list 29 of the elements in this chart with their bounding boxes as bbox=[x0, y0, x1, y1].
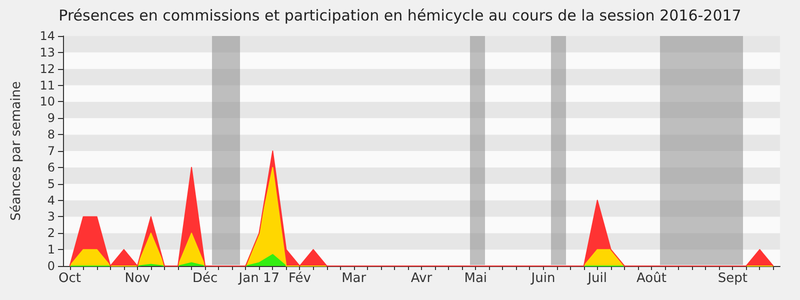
y-tick-label: 0 bbox=[47, 259, 55, 273]
y-axis-title: Séances par semaine bbox=[9, 81, 24, 221]
y-tick-label: 7 bbox=[47, 144, 55, 158]
y-tick-label: 1 bbox=[47, 242, 55, 257]
x-tick-label: Juil bbox=[586, 271, 608, 286]
y-tick-label: 3 bbox=[47, 210, 55, 224]
y-tick-label: 6 bbox=[47, 160, 55, 174]
x-tick-label: Jan 17 bbox=[238, 271, 280, 286]
x-tick-label: Août bbox=[636, 271, 666, 286]
y-tick-label: 13 bbox=[40, 45, 55, 60]
x-tick-label: Mai bbox=[464, 271, 488, 286]
y-tick-label: 12 bbox=[40, 62, 55, 76]
y-tick-label: 11 bbox=[40, 78, 55, 92]
y-tick-label: 4 bbox=[47, 193, 55, 208]
x-tick-label: Déc bbox=[192, 271, 218, 286]
y-tick-label: 10 bbox=[40, 94, 55, 109]
x-tick-label: Mar bbox=[342, 271, 367, 286]
x-tick-label: Avr bbox=[410, 271, 433, 286]
x-tick-label: Nov bbox=[124, 271, 150, 286]
x-tick-label: Juin bbox=[530, 271, 556, 286]
y-tick-label: 2 bbox=[47, 226, 55, 240]
x-tick-label: Fév bbox=[288, 271, 312, 286]
y-tick-label: 5 bbox=[47, 176, 55, 191]
x-tick-label: Sept bbox=[718, 271, 748, 286]
y-tick-label: 8 bbox=[47, 128, 55, 142]
y-tick-label: 14 bbox=[40, 29, 55, 43]
chart-title: Présences en commissions et participation en hémicycle au cours de la session 2016-2017 bbox=[58, 6, 742, 24]
y-tick-label: 9 bbox=[47, 111, 55, 126]
x-tick-label: Oct bbox=[58, 271, 82, 286]
